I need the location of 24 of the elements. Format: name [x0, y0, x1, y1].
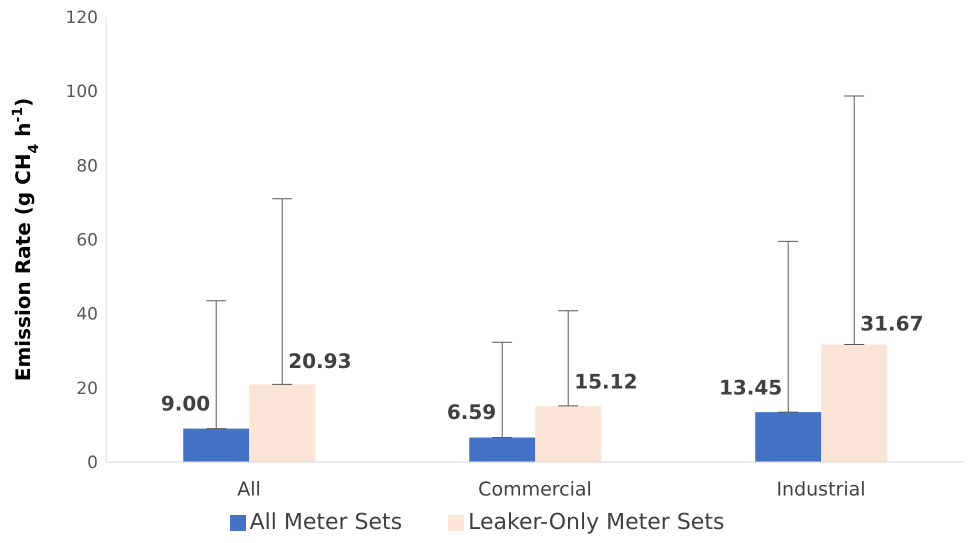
x-tick-label: Industrial: [776, 478, 866, 500]
y-tick-label: 80: [76, 156, 98, 176]
legend-label: All Meter Sets: [250, 510, 402, 535]
data-label: 6.59: [446, 400, 496, 424]
x-tick-label: Commercial: [478, 478, 592, 500]
data-label: 13.45: [718, 376, 782, 400]
data-label: 15.12: [574, 370, 638, 394]
bar: [821, 344, 888, 462]
data-label: 31.67: [860, 311, 924, 336]
bar: [183, 428, 250, 462]
y-tick-label: 20: [76, 378, 98, 399]
y-tick-label: 0: [87, 453, 98, 474]
y-tick-label: 60: [76, 230, 98, 251]
y-tick-label: 40: [76, 304, 98, 325]
bar: [469, 438, 536, 462]
bar: [755, 412, 822, 462]
bar: [249, 384, 316, 462]
y-tick-label: 120: [66, 8, 98, 28]
bar: [535, 406, 602, 462]
y-tick-label: 100: [66, 82, 98, 102]
data-label: 20.93: [288, 349, 352, 374]
x-tick-label: All: [237, 478, 261, 500]
legend-label: Leaker-Only Meter Sets: [468, 510, 724, 535]
data-label: 9.00: [160, 391, 210, 416]
